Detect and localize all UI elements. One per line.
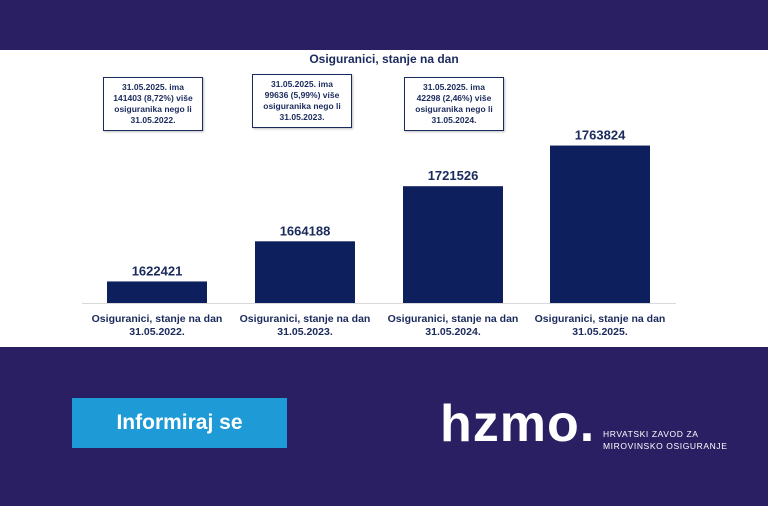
x-tick-label: Osiguranici, stanje na dan: [240, 313, 371, 325]
x-tick-label: 31.05.2025.: [572, 326, 628, 338]
hzmo-logo[interactable]: hzmo.: [440, 395, 596, 453]
bar-value-label: 1721526: [428, 168, 479, 183]
top-band: [0, 0, 768, 50]
logo-subtitle-line: HRVATSKI ZAVOD ZA: [603, 429, 699, 439]
x-tick-label: Osiguranici, stanje na dan: [92, 313, 223, 325]
annotation-line: osiguranika nego li: [415, 104, 493, 114]
annotation-box-2022: 31.05.2025. ima 141403 (8,72%) više osig…: [103, 77, 203, 131]
annotation-line: 31.05.2025. ima: [423, 82, 485, 92]
bar-2: [403, 186, 503, 303]
bar-value-label: 1622421: [132, 263, 183, 278]
annotation-line: 31.05.2025. ima: [122, 82, 184, 92]
annotation-line: osiguranika nego li: [263, 101, 341, 111]
annotation-line: 31.05.2023.: [279, 112, 325, 122]
annotation-line: 141403 (8,72%) više: [113, 93, 193, 103]
chart-panel: Osiguranici, stanje na dan 1622421 Osigur…: [0, 50, 768, 347]
bar-0: [107, 281, 207, 303]
informiraj-se-button[interactable]: Informiraj se: [72, 398, 287, 448]
bar-1: [255, 241, 355, 303]
annotation-line: 31.05.2024.: [431, 115, 477, 125]
logo-subtitle-line: MIROVINSKO OSIGURANJE: [603, 441, 728, 451]
x-tick-label: Osiguranici, stanje na dan: [535, 313, 666, 325]
annotation-box-2024: 31.05.2025. ima 42298 (2,46%) više osigu…: [404, 77, 504, 131]
bar-3: [550, 145, 650, 303]
x-tick-label: 31.05.2022.: [129, 326, 185, 338]
annotation-line: 42298 (2,46%) više: [416, 93, 492, 103]
annotation-box-2023: 31.05.2025. ima 99636 (5,99%) više osigu…: [252, 74, 352, 128]
x-tick-label: Osiguranici, stanje na dan: [388, 313, 519, 325]
annotation-line: 31.05.2022.: [130, 115, 176, 125]
bar-value-label: 1664188: [280, 223, 331, 238]
annotation-line: 99636 (5,99%) više: [264, 90, 340, 100]
x-tick-label: 31.05.2023.: [277, 326, 333, 338]
logo-subtitle: HRVATSKI ZAVOD ZA MIROVINSKO OSIGURANJE: [603, 428, 728, 452]
annotation-line: osiguranika nego li: [114, 104, 192, 114]
bar-value-label: 1763824: [575, 128, 626, 143]
x-tick-label: 31.05.2024.: [425, 326, 481, 338]
annotation-line: 31.05.2025. ima: [271, 79, 333, 89]
chart-title: Osiguranici, stanje na dan: [309, 52, 459, 66]
